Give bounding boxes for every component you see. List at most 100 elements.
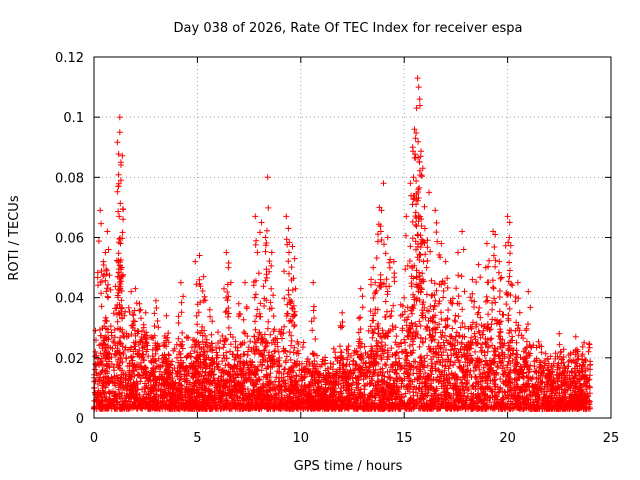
data-point bbox=[449, 325, 456, 332]
data-point bbox=[432, 361, 439, 368]
data-point bbox=[245, 348, 251, 355]
data-point bbox=[293, 373, 300, 380]
data-point bbox=[165, 339, 172, 346]
data-point bbox=[406, 342, 413, 349]
data-point bbox=[191, 348, 198, 354]
data-point bbox=[396, 355, 402, 362]
data-point bbox=[111, 367, 118, 374]
data-point bbox=[430, 314, 437, 321]
data-point bbox=[92, 348, 99, 355]
data-point bbox=[279, 335, 285, 342]
data-point bbox=[504, 364, 510, 371]
data-point bbox=[451, 317, 458, 324]
data-point bbox=[344, 354, 351, 361]
data-point bbox=[247, 338, 254, 345]
data-point bbox=[438, 309, 444, 316]
data-point bbox=[345, 343, 352, 350]
data-point bbox=[128, 354, 135, 361]
data-point bbox=[416, 343, 423, 350]
chart-title: Day 038 of 2026, Rate Of TEC Index for r… bbox=[174, 21, 523, 36]
data-point bbox=[503, 301, 510, 308]
data-point bbox=[330, 361, 337, 368]
data-point bbox=[288, 337, 295, 344]
data-point bbox=[461, 373, 468, 380]
data-point bbox=[535, 338, 542, 345]
data-point bbox=[202, 348, 208, 355]
data-point bbox=[369, 334, 376, 341]
data-point bbox=[449, 300, 456, 307]
data-point bbox=[187, 363, 194, 370]
data-point bbox=[408, 336, 415, 343]
data-point bbox=[523, 338, 530, 345]
data-point bbox=[585, 348, 592, 355]
data-point bbox=[418, 334, 424, 341]
data-point bbox=[438, 316, 445, 323]
data-point bbox=[404, 304, 411, 311]
data-point bbox=[409, 341, 416, 348]
data-point bbox=[429, 360, 436, 367]
data-point bbox=[382, 342, 389, 349]
data-point bbox=[216, 345, 223, 352]
data-point bbox=[491, 352, 498, 359]
data-point bbox=[520, 335, 527, 342]
data-point bbox=[227, 341, 234, 348]
data-point bbox=[428, 292, 435, 299]
data-point bbox=[382, 361, 388, 368]
data-point bbox=[267, 331, 274, 338]
data-point bbox=[436, 321, 443, 328]
data-point bbox=[538, 349, 545, 356]
data-point bbox=[479, 370, 486, 377]
data-point bbox=[183, 335, 190, 341]
data-point bbox=[380, 350, 387, 357]
data-point bbox=[437, 391, 444, 398]
data-point bbox=[116, 362, 123, 369]
data-point bbox=[92, 366, 99, 373]
data-point bbox=[245, 344, 252, 351]
data-point bbox=[441, 332, 448, 339]
data-point bbox=[421, 304, 428, 311]
data-point bbox=[515, 332, 522, 339]
data-point bbox=[215, 329, 221, 336]
data-point bbox=[288, 332, 295, 339]
data-point bbox=[505, 358, 512, 365]
data-point bbox=[417, 322, 424, 329]
data-point bbox=[282, 359, 289, 366]
data-point bbox=[452, 318, 459, 325]
data-point bbox=[287, 356, 294, 363]
data-point bbox=[120, 332, 127, 339]
data-point bbox=[199, 368, 206, 375]
data-points bbox=[91, 75, 594, 412]
data-point bbox=[229, 351, 236, 358]
data-point bbox=[468, 390, 475, 397]
data-point bbox=[402, 356, 409, 362]
data-point bbox=[366, 363, 373, 369]
data-point bbox=[573, 360, 580, 367]
data-point bbox=[390, 380, 397, 387]
data-point bbox=[299, 344, 306, 351]
data-point bbox=[332, 349, 339, 356]
data-point bbox=[220, 344, 227, 351]
data-point bbox=[276, 354, 283, 361]
data-point bbox=[354, 381, 361, 388]
data-point bbox=[98, 358, 105, 364]
data-point bbox=[402, 350, 409, 357]
data-point bbox=[225, 361, 232, 368]
data-point bbox=[375, 371, 382, 378]
data-point bbox=[499, 311, 506, 318]
data-point bbox=[473, 321, 480, 327]
data-point bbox=[477, 344, 484, 351]
data-point bbox=[281, 323, 288, 330]
data-point bbox=[220, 352, 227, 359]
y-axis-title: ROTI / TECUs bbox=[7, 195, 22, 280]
data-point bbox=[219, 358, 226, 365]
data-point bbox=[96, 326, 103, 333]
data-point bbox=[92, 327, 99, 334]
data-point bbox=[267, 370, 274, 377]
data-point bbox=[422, 335, 429, 342]
data-point bbox=[548, 362, 555, 369]
data-point bbox=[357, 326, 364, 332]
data-point bbox=[472, 348, 479, 355]
x-axis-title: GPS time / hours bbox=[294, 459, 403, 474]
data-point bbox=[488, 321, 495, 328]
